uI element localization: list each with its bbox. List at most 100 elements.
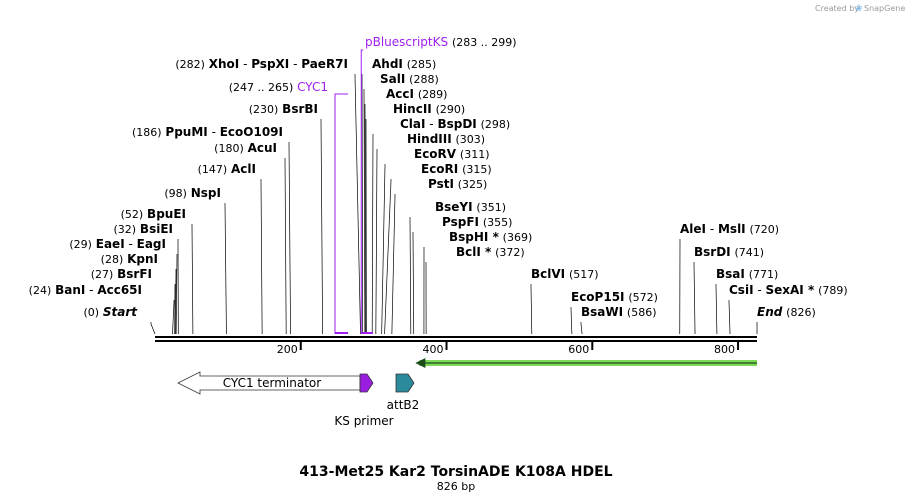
enzyme-name: End: [757, 305, 783, 319]
snapgene-logo-icon: ❀: [855, 4, 863, 14]
site-label-hindiii: HindIII (303): [407, 132, 485, 146]
site-position: (572): [628, 291, 658, 304]
site-label-acli: (147) AclI: [198, 162, 256, 176]
site-leader-csii: [728, 300, 731, 335]
enzyme-name: HincII: [393, 102, 432, 116]
enzyme-name: PspFI: [442, 215, 479, 229]
site-leader-ecop15i: [570, 307, 573, 335]
site-position: (28): [101, 253, 124, 266]
name-separator: -: [289, 57, 301, 71]
enzyme-name: BsrFI: [117, 267, 152, 281]
orf-layer: [415, 358, 757, 368]
site-label-psti: PstI (325): [428, 177, 487, 191]
enzyme-name: BpuEI: [147, 207, 186, 221]
site-label-acci: AccI (289): [386, 87, 447, 101]
site-label-end: End (826): [757, 305, 816, 319]
site-label-ecori: EcoRI (315): [421, 162, 492, 176]
backbone-bottom-strand: [155, 340, 757, 342]
primer-range: (247 .. 265): [229, 81, 294, 94]
enzyme-name: PstI: [428, 177, 454, 191]
site-label-ppumi: (186) PpuMI - EcoO109I: [132, 125, 283, 139]
site-position: (289): [418, 88, 448, 101]
site-position: (282): [175, 58, 205, 71]
site-position: (351): [476, 201, 506, 214]
site-label-bsphi: BspHI * (369): [449, 230, 532, 244]
feature-label-cyc1-terminator: CYC1 terminator: [223, 376, 322, 390]
site-leader-ecori: [384, 179, 392, 335]
enzyme-name: EagI: [137, 237, 166, 251]
site-leader-lines: [150, 74, 758, 335]
name-separator: -: [85, 283, 97, 297]
enzyme-name: AclI: [231, 162, 256, 176]
ruler-tick-label: 200: [277, 343, 298, 356]
site-position: (355): [483, 216, 513, 229]
site-label-nspi: (98) NspI: [164, 186, 221, 200]
backbone: [155, 336, 757, 342]
enzyme-name: BsaWI: [581, 305, 623, 319]
ruler-tick-label: 800: [714, 343, 735, 356]
site-leader-kpni: [175, 269, 177, 335]
name-separator: -: [706, 222, 718, 236]
site-position: (24): [29, 284, 52, 297]
site-label-alei: AleI - MslI (720): [680, 222, 779, 236]
enzyme-name: AleI: [680, 222, 706, 236]
enzyme-name: Start: [103, 305, 138, 319]
site-leader-eaei: [175, 254, 178, 335]
site-label-pspfi: PspFI (355): [442, 215, 512, 229]
primer-range: (283 .. 299): [452, 36, 517, 49]
feature-layer: CYC1 terminator KS primer attB2: [177, 371, 420, 428]
site-position: (586): [627, 306, 657, 319]
site-position: (230): [249, 103, 279, 116]
feature-label-attb2: attB2: [387, 398, 420, 412]
enzyme-name: BsrDI: [694, 245, 731, 259]
site-label-bsrfi: (27) BsrFI: [91, 267, 152, 281]
ruler-tick-label: 600: [568, 343, 589, 356]
name-separator: -: [239, 57, 251, 71]
site-position: (298): [481, 118, 511, 131]
site-label-bseyi: BseYI (351): [435, 200, 506, 214]
site-label-eaei: (29) EaeI - EagI: [69, 237, 166, 251]
primer-bar-cyc1: [335, 332, 349, 334]
enzyme-name: BsiEI: [140, 222, 173, 236]
site-position: (0): [83, 306, 99, 319]
site-label-acui: (180) AcuI: [214, 141, 277, 155]
enzyme-name: BclVI: [531, 267, 565, 281]
enzyme-name: BclI *: [456, 245, 492, 259]
site-leader-ecorv: [381, 164, 386, 335]
primer-layer: (247 .. 265) CYC1 pBluescriptKS (283 .. 2…: [229, 35, 517, 334]
site-leader-clai: [371, 134, 374, 335]
site-position: (303): [456, 133, 486, 146]
site-leader-acci: [364, 104, 366, 335]
enzyme-name: CsiI: [729, 283, 754, 297]
feature-arrow-ks-primer: [359, 373, 374, 393]
ruler: 200 400 600 800: [277, 342, 740, 356]
site-position: (288): [409, 73, 439, 86]
site-label-bpuei: (52) BpuEI: [121, 207, 186, 221]
site-label-bsawi: BsaWI (586): [581, 305, 657, 319]
site-position: (325): [458, 178, 488, 191]
enzyme-name: AhdI: [372, 57, 403, 71]
enzyme-name: HindIII: [407, 132, 452, 146]
enzyme-name: PaeR7I: [301, 57, 348, 71]
site-label-ecop15i: EcoP15I (572): [571, 290, 658, 304]
site-label-csii: CsiI - SexAI * (789): [729, 283, 848, 297]
site-label-bclvi: BclVI (517): [531, 267, 599, 281]
site-leader-bsai: [715, 284, 718, 335]
site-label-xhoi: (282) XhoI - PspXI - PaeR7I: [175, 57, 348, 71]
name-separator: -: [754, 283, 766, 297]
enzyme-name: EaeI: [96, 237, 125, 251]
site-leader-xhoi: [354, 74, 361, 335]
site-position: (27): [91, 268, 114, 281]
site-label-ecorv: EcoRV (311): [414, 147, 490, 161]
enzyme-name: SalI: [380, 72, 405, 86]
site-label-hincii: HincII (290): [393, 102, 465, 116]
enzyme-name: NspI: [191, 186, 221, 200]
site-leader-ppumi: [288, 142, 291, 335]
feature-arrow-attb2: [395, 373, 415, 393]
primer-leader-pbluescriptks: [360, 49, 364, 334]
enzyme-name: EcoP15I: [571, 290, 625, 304]
site-leader-start: [150, 322, 156, 335]
site-leader-bsrbi: [320, 119, 323, 335]
enzyme-name: EcoRI: [421, 162, 458, 176]
